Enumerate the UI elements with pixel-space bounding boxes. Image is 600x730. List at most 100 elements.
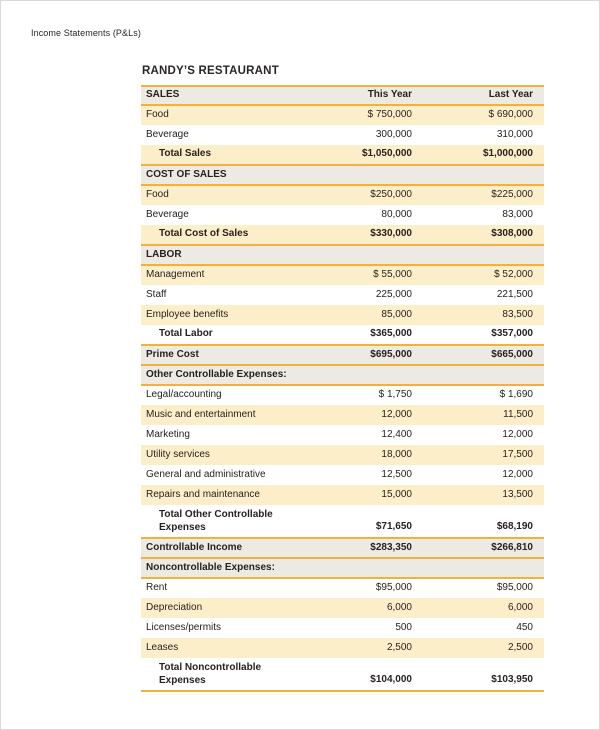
value-this-year: 85,000 bbox=[341, 305, 446, 325]
row-label: General and administrative bbox=[141, 465, 341, 485]
row-label: Music and entertainment bbox=[141, 405, 341, 425]
value-last-year: $ 690,000 bbox=[446, 105, 544, 125]
value-this-year: $283,350 bbox=[341, 537, 446, 559]
value-this-year: 6,000 bbox=[341, 598, 446, 618]
table-row: Total Noncontrollable Expenses $104,000 $10… bbox=[141, 658, 544, 692]
table-row: Total Labor $365,000 $357,000 bbox=[141, 325, 544, 345]
value-last-year: $308,000 bbox=[446, 225, 544, 245]
row-label-line2: Expenses bbox=[159, 521, 206, 533]
row-label: Repairs and maintenance bbox=[141, 485, 341, 505]
value-last-year: 83,500 bbox=[446, 305, 544, 325]
row-label: LABOR bbox=[141, 244, 341, 266]
row-label: Total Sales bbox=[141, 145, 341, 165]
row-label: Food bbox=[141, 185, 341, 205]
table-row: Total Sales $1,050,000 $1,000,000 bbox=[141, 145, 544, 165]
table-row: Beverage 300,000 310,000 bbox=[141, 125, 544, 145]
section-header-row: Other Controllable Expenses: bbox=[141, 364, 544, 386]
value-last-year: 13,500 bbox=[446, 485, 544, 505]
row-label: Depreciation bbox=[141, 598, 341, 618]
table-row: Management $ 55,000 $ 52,000 bbox=[141, 265, 544, 285]
row-label: Management bbox=[141, 265, 341, 285]
value-this-year: $ 1,750 bbox=[341, 385, 446, 405]
row-label: Prime Cost bbox=[141, 344, 341, 366]
table-row: Licenses/permits 500 450 bbox=[141, 618, 544, 638]
value-this-year: 12,400 bbox=[341, 425, 446, 445]
column-header-last-year: Last Year bbox=[446, 85, 544, 106]
table-row: Staff 225,000 221,500 bbox=[141, 285, 544, 305]
value-last-year: 17,500 bbox=[446, 445, 544, 465]
table-row: Leases 2,500 2,500 bbox=[141, 638, 544, 658]
table-row: Music and entertainment 12,000 11,500 bbox=[141, 405, 544, 425]
value-last-year: $95,000 bbox=[446, 578, 544, 598]
table-row: Controllable Income $283,350 $266,810 bbox=[141, 537, 544, 559]
value-this-year: $250,000 bbox=[341, 185, 446, 205]
value-last-year: 6,000 bbox=[446, 598, 544, 618]
value-this-year: $1,050,000 bbox=[341, 145, 446, 165]
value-this-year bbox=[341, 364, 446, 386]
value-last-year bbox=[446, 244, 544, 266]
value-last-year: 11,500 bbox=[446, 405, 544, 425]
section-header-row: LABOR bbox=[141, 244, 544, 266]
row-label: Total Labor bbox=[141, 325, 341, 345]
row-label: Noncontrollable Expenses: bbox=[141, 557, 341, 579]
value-last-year: 83,000 bbox=[446, 205, 544, 225]
table-row: General and administrative 12,500 12,000 bbox=[141, 465, 544, 485]
value-this-year: $95,000 bbox=[341, 578, 446, 598]
value-last-year: 2,500 bbox=[446, 638, 544, 658]
table-row: Depreciation 6,000 6,000 bbox=[141, 598, 544, 618]
row-label-line2: Expenses bbox=[159, 674, 206, 686]
value-this-year: 15,000 bbox=[341, 485, 446, 505]
value-this-year: $71,650 bbox=[341, 505, 446, 538]
value-last-year: $68,190 bbox=[446, 505, 544, 538]
section-header-row: Noncontrollable Expenses: bbox=[141, 557, 544, 579]
value-last-year: 12,000 bbox=[446, 465, 544, 485]
value-last-year bbox=[446, 364, 544, 386]
table-row: Total Other Controllable Expenses $71,650 $… bbox=[141, 505, 544, 538]
table-row: Rent $95,000 $95,000 bbox=[141, 578, 544, 598]
value-this-year: $ 55,000 bbox=[341, 265, 446, 285]
value-this-year: 225,000 bbox=[341, 285, 446, 305]
row-label: Utility services bbox=[141, 445, 341, 465]
value-last-year bbox=[446, 557, 544, 579]
table-row: Total Cost of Sales $330,000 $308,000 bbox=[141, 225, 544, 245]
table-row: Beverage 80,000 83,000 bbox=[141, 205, 544, 225]
row-label: Other Controllable Expenses: bbox=[141, 364, 341, 386]
value-last-year: $665,000 bbox=[446, 344, 544, 366]
value-last-year: $ 52,000 bbox=[446, 265, 544, 285]
value-this-year: $104,000 bbox=[341, 658, 446, 692]
value-this-year bbox=[341, 244, 446, 266]
value-last-year: 221,500 bbox=[446, 285, 544, 305]
value-this-year: 500 bbox=[341, 618, 446, 638]
row-label: Total Cost of Sales bbox=[141, 225, 341, 245]
table-row: Marketing 12,400 12,000 bbox=[141, 425, 544, 445]
value-this-year: 300,000 bbox=[341, 125, 446, 145]
table-row: Employee benefits 85,000 83,500 bbox=[141, 305, 544, 325]
page-header-text: Income Statements (P&Ls) bbox=[31, 28, 141, 38]
row-label: Employee benefits bbox=[141, 305, 341, 325]
value-this-year bbox=[341, 164, 446, 186]
value-this-year: $ 750,000 bbox=[341, 105, 446, 125]
value-this-year: $365,000 bbox=[341, 325, 446, 345]
row-label: Rent bbox=[141, 578, 341, 598]
value-last-year: 310,000 bbox=[446, 125, 544, 145]
value-last-year: $103,950 bbox=[446, 658, 544, 692]
row-label: Total Noncontrollable Expenses bbox=[141, 658, 341, 692]
row-label: Licenses/permits bbox=[141, 618, 341, 638]
value-last-year: $1,000,000 bbox=[446, 145, 544, 165]
value-this-year: $330,000 bbox=[341, 225, 446, 245]
table-row: Repairs and maintenance 15,000 13,500 bbox=[141, 485, 544, 505]
table-row: Legal/accounting $ 1,750 $ 1,690 bbox=[141, 385, 544, 405]
row-label: Beverage bbox=[141, 125, 341, 145]
row-label: Legal/accounting bbox=[141, 385, 341, 405]
value-this-year: 2,500 bbox=[341, 638, 446, 658]
table-body: Food $ 750,000 $ 690,000 Beverage 300,000 310… bbox=[141, 105, 544, 692]
column-header-sales: SALES bbox=[141, 85, 341, 106]
income-statement: RANDY’S RESTAURANT SALES This Year Last … bbox=[141, 65, 544, 692]
table-row: Food $ 750,000 $ 690,000 bbox=[141, 105, 544, 125]
table-header-row: SALES This Year Last Year bbox=[141, 85, 544, 106]
row-label: Marketing bbox=[141, 425, 341, 445]
section-header-row: COST OF SALES bbox=[141, 164, 544, 186]
value-this-year: $695,000 bbox=[341, 344, 446, 366]
value-this-year: 80,000 bbox=[341, 205, 446, 225]
income-statement-table: SALES This Year Last Year Food $ 750,000 $… bbox=[141, 85, 544, 692]
